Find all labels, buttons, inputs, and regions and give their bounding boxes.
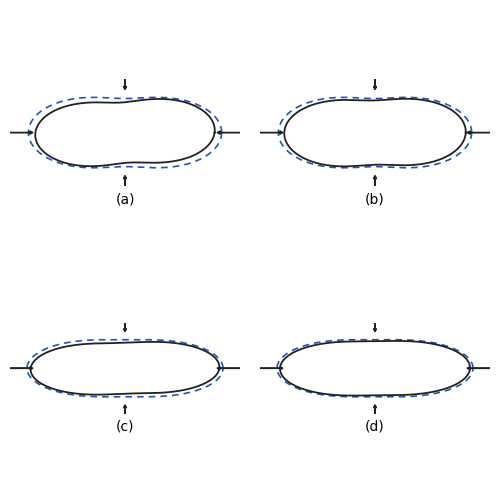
FancyArrow shape — [124, 323, 126, 332]
FancyArrow shape — [10, 131, 33, 134]
FancyArrow shape — [10, 367, 33, 370]
FancyArrow shape — [124, 79, 126, 90]
Text: (d): (d) — [365, 420, 385, 434]
Text: (a): (a) — [116, 192, 135, 207]
Text: (c): (c) — [116, 420, 134, 434]
FancyArrow shape — [124, 405, 126, 414]
FancyArrow shape — [124, 175, 126, 186]
FancyArrow shape — [217, 131, 240, 134]
Text: (b): (b) — [365, 192, 385, 207]
FancyArrow shape — [374, 323, 376, 332]
FancyArrow shape — [217, 367, 240, 370]
FancyArrow shape — [374, 405, 376, 414]
FancyArrow shape — [374, 175, 376, 186]
FancyArrow shape — [374, 79, 376, 90]
FancyArrow shape — [260, 131, 283, 134]
FancyArrow shape — [467, 367, 490, 370]
FancyArrow shape — [467, 131, 490, 134]
FancyArrow shape — [260, 367, 283, 370]
